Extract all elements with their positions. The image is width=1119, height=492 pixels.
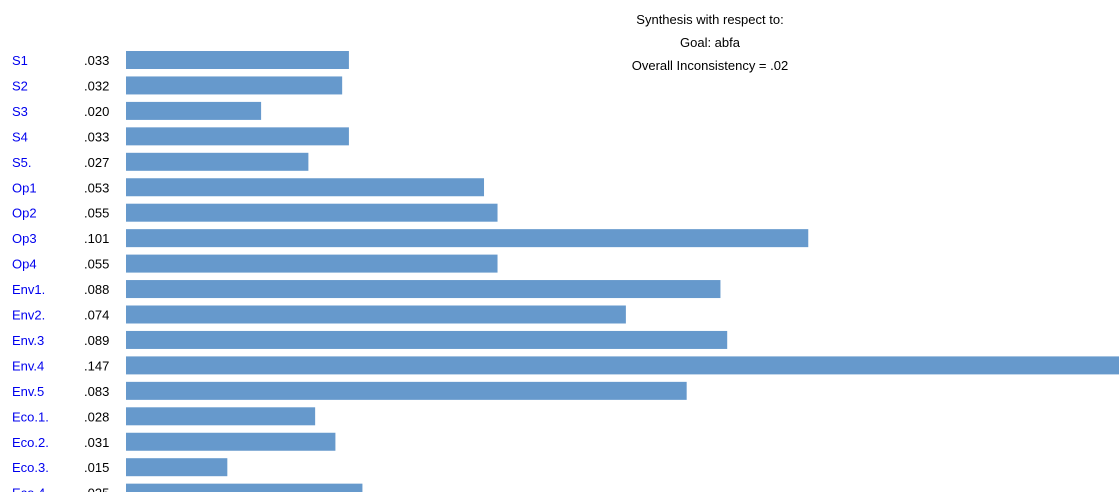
bar-s2	[126, 76, 343, 95]
category-label-eco-3: Eco.3.	[12, 460, 49, 475]
bar-s4	[126, 127, 349, 146]
category-label-s1: S1	[12, 53, 28, 68]
category-label-env-4: Env.4	[12, 358, 44, 373]
bar-env-4	[126, 356, 1119, 375]
category-label-eco-4: Eco.4.	[12, 486, 49, 492]
value-label-s3: .020	[84, 104, 109, 119]
category-label-op3: Op3	[12, 231, 37, 246]
category-label-env-5: Env.5	[12, 384, 44, 399]
bar-env2	[126, 305, 626, 324]
value-label-s4: .033	[84, 129, 109, 144]
category-label-eco-1: Eco.1.	[12, 409, 49, 424]
bar-op1	[126, 178, 485, 197]
bar-env-5	[126, 381, 687, 400]
category-label-s2: S2	[12, 78, 28, 93]
value-label-op4: .055	[84, 257, 109, 272]
category-label-env1: Env1.	[12, 282, 45, 297]
bar-eco-4	[126, 483, 363, 492]
bar-op4	[126, 254, 498, 273]
bar-op3	[126, 229, 809, 248]
bar-eco-3	[126, 458, 228, 477]
value-label-op3: .101	[84, 231, 109, 246]
value-label-eco-3: .015	[84, 460, 109, 475]
bar-s5	[126, 152, 309, 171]
value-label-s2: .032	[84, 78, 109, 93]
bar-env1	[126, 280, 721, 299]
synthesis-title: Synthesis with respect to:	[636, 12, 784, 27]
category-label-env2: Env2.	[12, 308, 45, 323]
category-label-s5: S5.	[12, 155, 32, 170]
value-label-eco-2: .031	[84, 435, 109, 450]
value-label-eco-4: .035	[84, 486, 109, 492]
category-label-s3: S3	[12, 104, 28, 119]
bar-s1	[126, 51, 349, 69]
bar-env-3	[126, 330, 728, 349]
value-label-env-5: .083	[84, 384, 109, 399]
synthesis-header: Synthesis with respect to: Goal: abfa Ov…	[560, 8, 860, 77]
value-label-eco-1: .028	[84, 409, 109, 424]
value-label-env-4: .147	[84, 358, 109, 373]
overall-inconsistency: Overall Inconsistency = .02	[631, 58, 789, 73]
category-label-eco-2: Eco.2.	[12, 435, 49, 450]
category-label-s4: S4	[12, 129, 28, 144]
value-label-env2: .074	[84, 308, 109, 323]
value-label-op2: .055	[84, 206, 109, 221]
value-label-env1: .088	[84, 282, 109, 297]
value-label-s5: .027	[84, 155, 109, 170]
value-label-env-3: .089	[84, 333, 109, 348]
bar-eco-2	[126, 432, 336, 451]
goal-label: Goal: abfa	[680, 35, 740, 50]
category-label-env-3: Env.3	[12, 333, 44, 348]
value-label-s1: .033	[84, 53, 109, 68]
value-label-op1: .053	[84, 180, 109, 195]
bar-s3	[126, 101, 262, 120]
category-label-op1: Op1	[12, 180, 37, 195]
bar-op2	[126, 203, 498, 222]
bar-eco-1	[126, 407, 316, 426]
category-label-op4: Op4	[12, 257, 37, 272]
category-label-op2: Op2	[12, 206, 37, 221]
